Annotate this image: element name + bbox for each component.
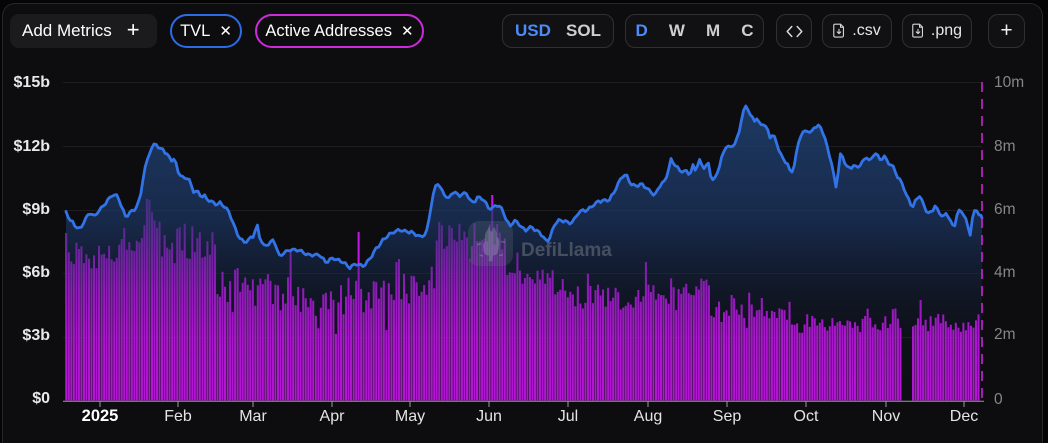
svg-text:Jul: Jul	[558, 408, 578, 425]
svg-text:$12b: $12b	[14, 138, 51, 155]
svg-text:$15b: $15b	[14, 74, 51, 91]
svg-text:6m: 6m	[994, 201, 1016, 218]
svg-text:0: 0	[994, 391, 1003, 408]
svg-text:DefiLlama: DefiLlama	[521, 240, 612, 261]
svg-text:Feb: Feb	[164, 408, 192, 425]
svg-text:Sep: Sep	[713, 408, 742, 425]
svg-text:May: May	[395, 408, 425, 425]
svg-text:$0: $0	[32, 390, 50, 407]
svg-text:10m: 10m	[994, 74, 1024, 91]
svg-text:Oct: Oct	[794, 408, 819, 425]
svg-text:Mar: Mar	[239, 408, 267, 425]
svg-text:2025: 2025	[82, 407, 119, 425]
svg-text:$6b: $6b	[22, 264, 50, 281]
svg-text:$9b: $9b	[22, 201, 50, 218]
svg-text:8m: 8m	[994, 138, 1016, 155]
svg-text:Jun: Jun	[476, 408, 502, 425]
svg-text:Nov: Nov	[872, 408, 900, 425]
svg-text:Aug: Aug	[634, 408, 662, 425]
svg-text:$3b: $3b	[22, 327, 50, 344]
svg-text:Dec: Dec	[950, 408, 978, 425]
svg-text:2m: 2m	[994, 326, 1016, 343]
svg-text:4m: 4m	[994, 264, 1016, 281]
svg-text:Apr: Apr	[320, 408, 346, 425]
